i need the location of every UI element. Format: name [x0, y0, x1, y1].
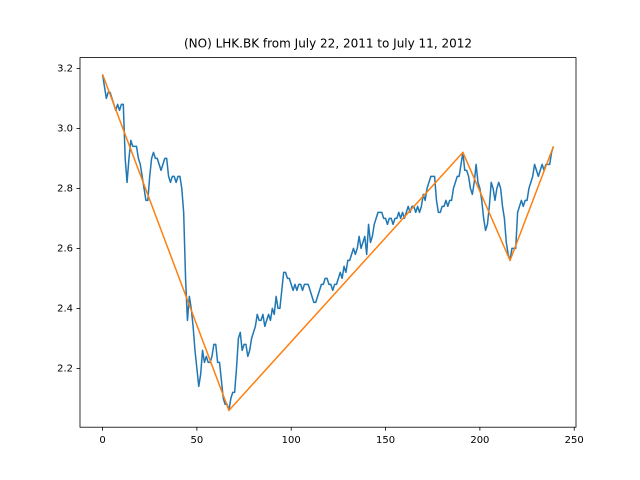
- y-tick-label: 3.0: [57, 123, 73, 134]
- x-tick-label: 200: [470, 435, 489, 446]
- x-tick-label: 0: [99, 435, 105, 446]
- y-tick-label: 2.2: [57, 363, 73, 374]
- x-tick-label: 100: [282, 435, 301, 446]
- x-tick-label: 50: [191, 435, 204, 446]
- y-tick-label: 2.6: [57, 243, 73, 254]
- y-tick-label: 2.8: [57, 183, 73, 194]
- y-tick-label: 2.4: [57, 303, 73, 314]
- x-tick-label: 150: [376, 435, 395, 446]
- x-tick-label: 250: [565, 435, 584, 446]
- plot-frame: [79, 57, 577, 428]
- line-series: [101, 74, 555, 412]
- line-series: [101, 74, 555, 412]
- chart-title: (NO) LHK.BK from July 22, 2011 to July 1…: [184, 37, 472, 51]
- y-tick-label: 3.2: [57, 63, 73, 74]
